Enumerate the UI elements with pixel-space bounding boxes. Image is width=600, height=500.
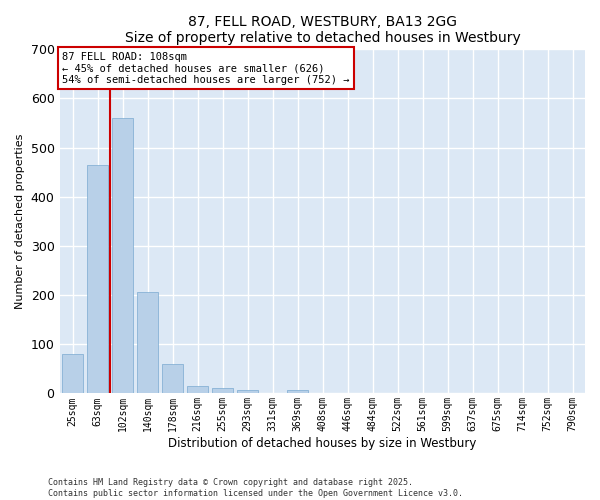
Bar: [112, 118, 133, 394]
Bar: [137, 292, 158, 394]
Title: 87, FELL ROAD, WESTBURY, BA13 2GG
Size of property relative to detached houses i: 87, FELL ROAD, WESTBURY, BA13 2GG Size o…: [125, 15, 520, 45]
X-axis label: Distribution of detached houses by size in Westbury: Distribution of detached houses by size …: [169, 437, 477, 450]
Bar: [187, 386, 208, 394]
Text: Contains HM Land Registry data © Crown copyright and database right 2025.
Contai: Contains HM Land Registry data © Crown c…: [48, 478, 463, 498]
Y-axis label: Number of detached properties: Number of detached properties: [15, 134, 25, 309]
Bar: [212, 388, 233, 394]
Bar: [162, 364, 183, 394]
Bar: [237, 390, 258, 394]
Text: 87 FELL ROAD: 108sqm
← 45% of detached houses are smaller (626)
54% of semi-deta: 87 FELL ROAD: 108sqm ← 45% of detached h…: [62, 52, 350, 85]
Bar: [287, 390, 308, 394]
Bar: [62, 354, 83, 394]
Bar: [87, 164, 108, 394]
